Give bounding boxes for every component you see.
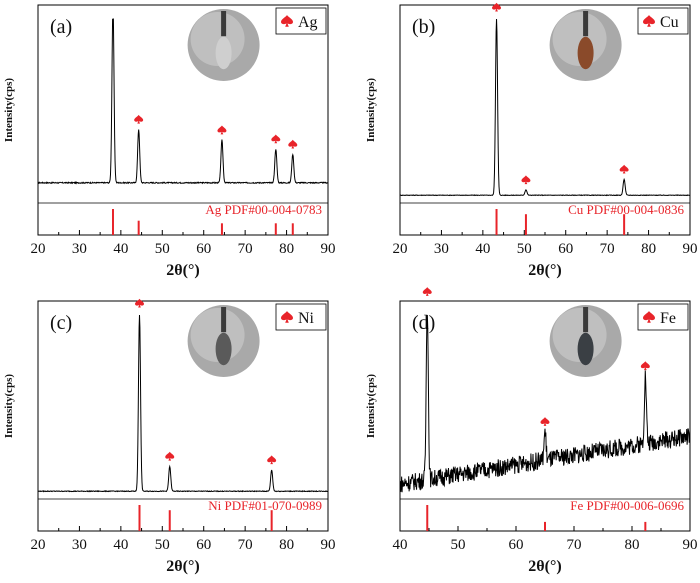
- peak-marker: [540, 417, 550, 426]
- peak-marker: [288, 139, 298, 149]
- x-tick-label: 20: [393, 241, 408, 257]
- sample-photo-inset: [549, 305, 622, 377]
- legend-marker: [643, 15, 655, 27]
- x-tick-label: 70: [238, 537, 253, 553]
- x-tick-label: 40: [475, 241, 490, 257]
- sample-photo-inset: [187, 305, 260, 377]
- sample-photo-inset: [549, 9, 622, 81]
- legend-marker: [281, 15, 293, 27]
- x-tick-label: 90: [321, 241, 336, 257]
- x-tick-label: 40: [113, 241, 128, 257]
- reference-pdf-label: Ni PDF#01-070-0989: [208, 498, 322, 513]
- x-tick-label: 90: [321, 537, 336, 553]
- x-tick-label: 30: [72, 241, 87, 257]
- x-tick-label: 40: [393, 537, 408, 553]
- x-axis-label: 2θ(°): [166, 558, 199, 575]
- legend-label: Ag: [298, 14, 318, 31]
- peak-marker: [492, 2, 502, 12]
- inset-rod: [221, 307, 227, 333]
- peak-marker: [271, 134, 281, 144]
- panel-label: (b): [412, 16, 435, 38]
- x-tick-label: 30: [434, 241, 449, 257]
- x-tick-label: 60: [196, 241, 211, 257]
- inset-rod: [583, 11, 589, 37]
- panel-label: (c): [50, 312, 72, 334]
- legend-marker: [281, 311, 293, 323]
- inset-sample: [577, 36, 594, 70]
- x-tick-label: 50: [155, 241, 170, 257]
- xrd-trace: [37, 18, 329, 185]
- x-tick-label: 70: [567, 537, 582, 553]
- x-tick-label: 90: [683, 241, 698, 257]
- peak-marker: [134, 114, 144, 124]
- xrd-trace: [37, 314, 329, 493]
- x-tick-label: 30: [72, 537, 87, 553]
- x-tick-label: 20: [31, 537, 46, 553]
- legend-label: Fe: [660, 310, 676, 327]
- peak-marker: [619, 164, 629, 174]
- x-tick-label: 80: [641, 241, 656, 257]
- peak-marker: [640, 361, 650, 371]
- x-axis-label: 2θ(°): [528, 558, 561, 575]
- reference-pdf-label: Cu PDF#00-004-0836: [568, 202, 684, 217]
- x-tick-label: 80: [279, 241, 294, 257]
- y-axis-label: Intensity(cps): [3, 78, 15, 143]
- x-tick-label: 60: [558, 241, 573, 257]
- y-axis-label: Intensity(cps): [3, 374, 15, 439]
- sample-photo-inset: [187, 9, 260, 81]
- peak-marker: [521, 175, 531, 185]
- xrd-trace: [399, 18, 691, 197]
- peak-marker: [217, 125, 227, 135]
- x-tick-label: 50: [155, 537, 170, 553]
- legend-label: Cu: [660, 14, 679, 31]
- x-tick-label: 70: [600, 241, 615, 257]
- x-axis-label: 2θ(°): [166, 262, 199, 279]
- x-axis-label: 2θ(°): [528, 262, 561, 279]
- panel-label: (a): [50, 16, 72, 38]
- peak-marker: [135, 298, 144, 308]
- xrd-trace: [399, 314, 691, 493]
- x-tick-label: 40: [113, 537, 128, 553]
- peak-marker: [165, 451, 175, 461]
- x-tick-label: 70: [238, 241, 253, 257]
- x-tick-label: 80: [625, 537, 640, 553]
- panel-label: (d): [412, 312, 435, 334]
- x-tick-label: 60: [196, 537, 211, 553]
- inset-sample: [577, 332, 594, 366]
- inset-rod: [221, 11, 227, 37]
- inset-rod: [583, 307, 589, 333]
- x-tick-label: 90: [683, 537, 698, 553]
- x-tick-label: 50: [517, 241, 532, 257]
- y-axis-label: Intensity(cps): [365, 78, 377, 143]
- y-axis-label: Intensity(cps): [365, 374, 377, 439]
- x-tick-label: 20: [31, 241, 46, 257]
- x-tick-label: 80: [279, 537, 294, 553]
- reference-pdf-label: Ag PDF#00-004-0783: [205, 202, 322, 217]
- inset-sample: [215, 332, 232, 366]
- inset-sample: [215, 36, 232, 70]
- x-tick-label: 50: [451, 537, 466, 553]
- legend-label: Ni: [298, 310, 315, 327]
- x-tick-label: 60: [509, 537, 524, 553]
- peak-marker: [422, 287, 432, 296]
- legend-box: [275, 7, 327, 35]
- reference-pdf-label: Fe PDF#00-006-0696: [570, 498, 684, 513]
- legend-marker: [643, 311, 655, 323]
- peak-marker: [267, 455, 277, 465]
